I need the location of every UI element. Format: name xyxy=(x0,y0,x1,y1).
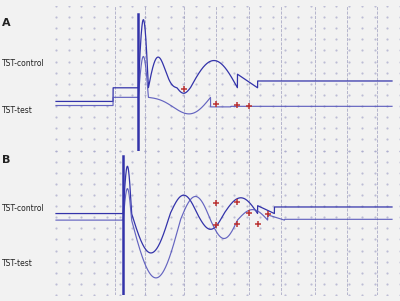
Text: TST-test: TST-test xyxy=(2,106,33,115)
Text: TST-test: TST-test xyxy=(2,259,33,268)
Text: A: A xyxy=(2,17,11,28)
Text: TST-control: TST-control xyxy=(2,59,45,68)
Text: TST-control: TST-control xyxy=(2,204,45,213)
Text: B: B xyxy=(2,155,10,165)
